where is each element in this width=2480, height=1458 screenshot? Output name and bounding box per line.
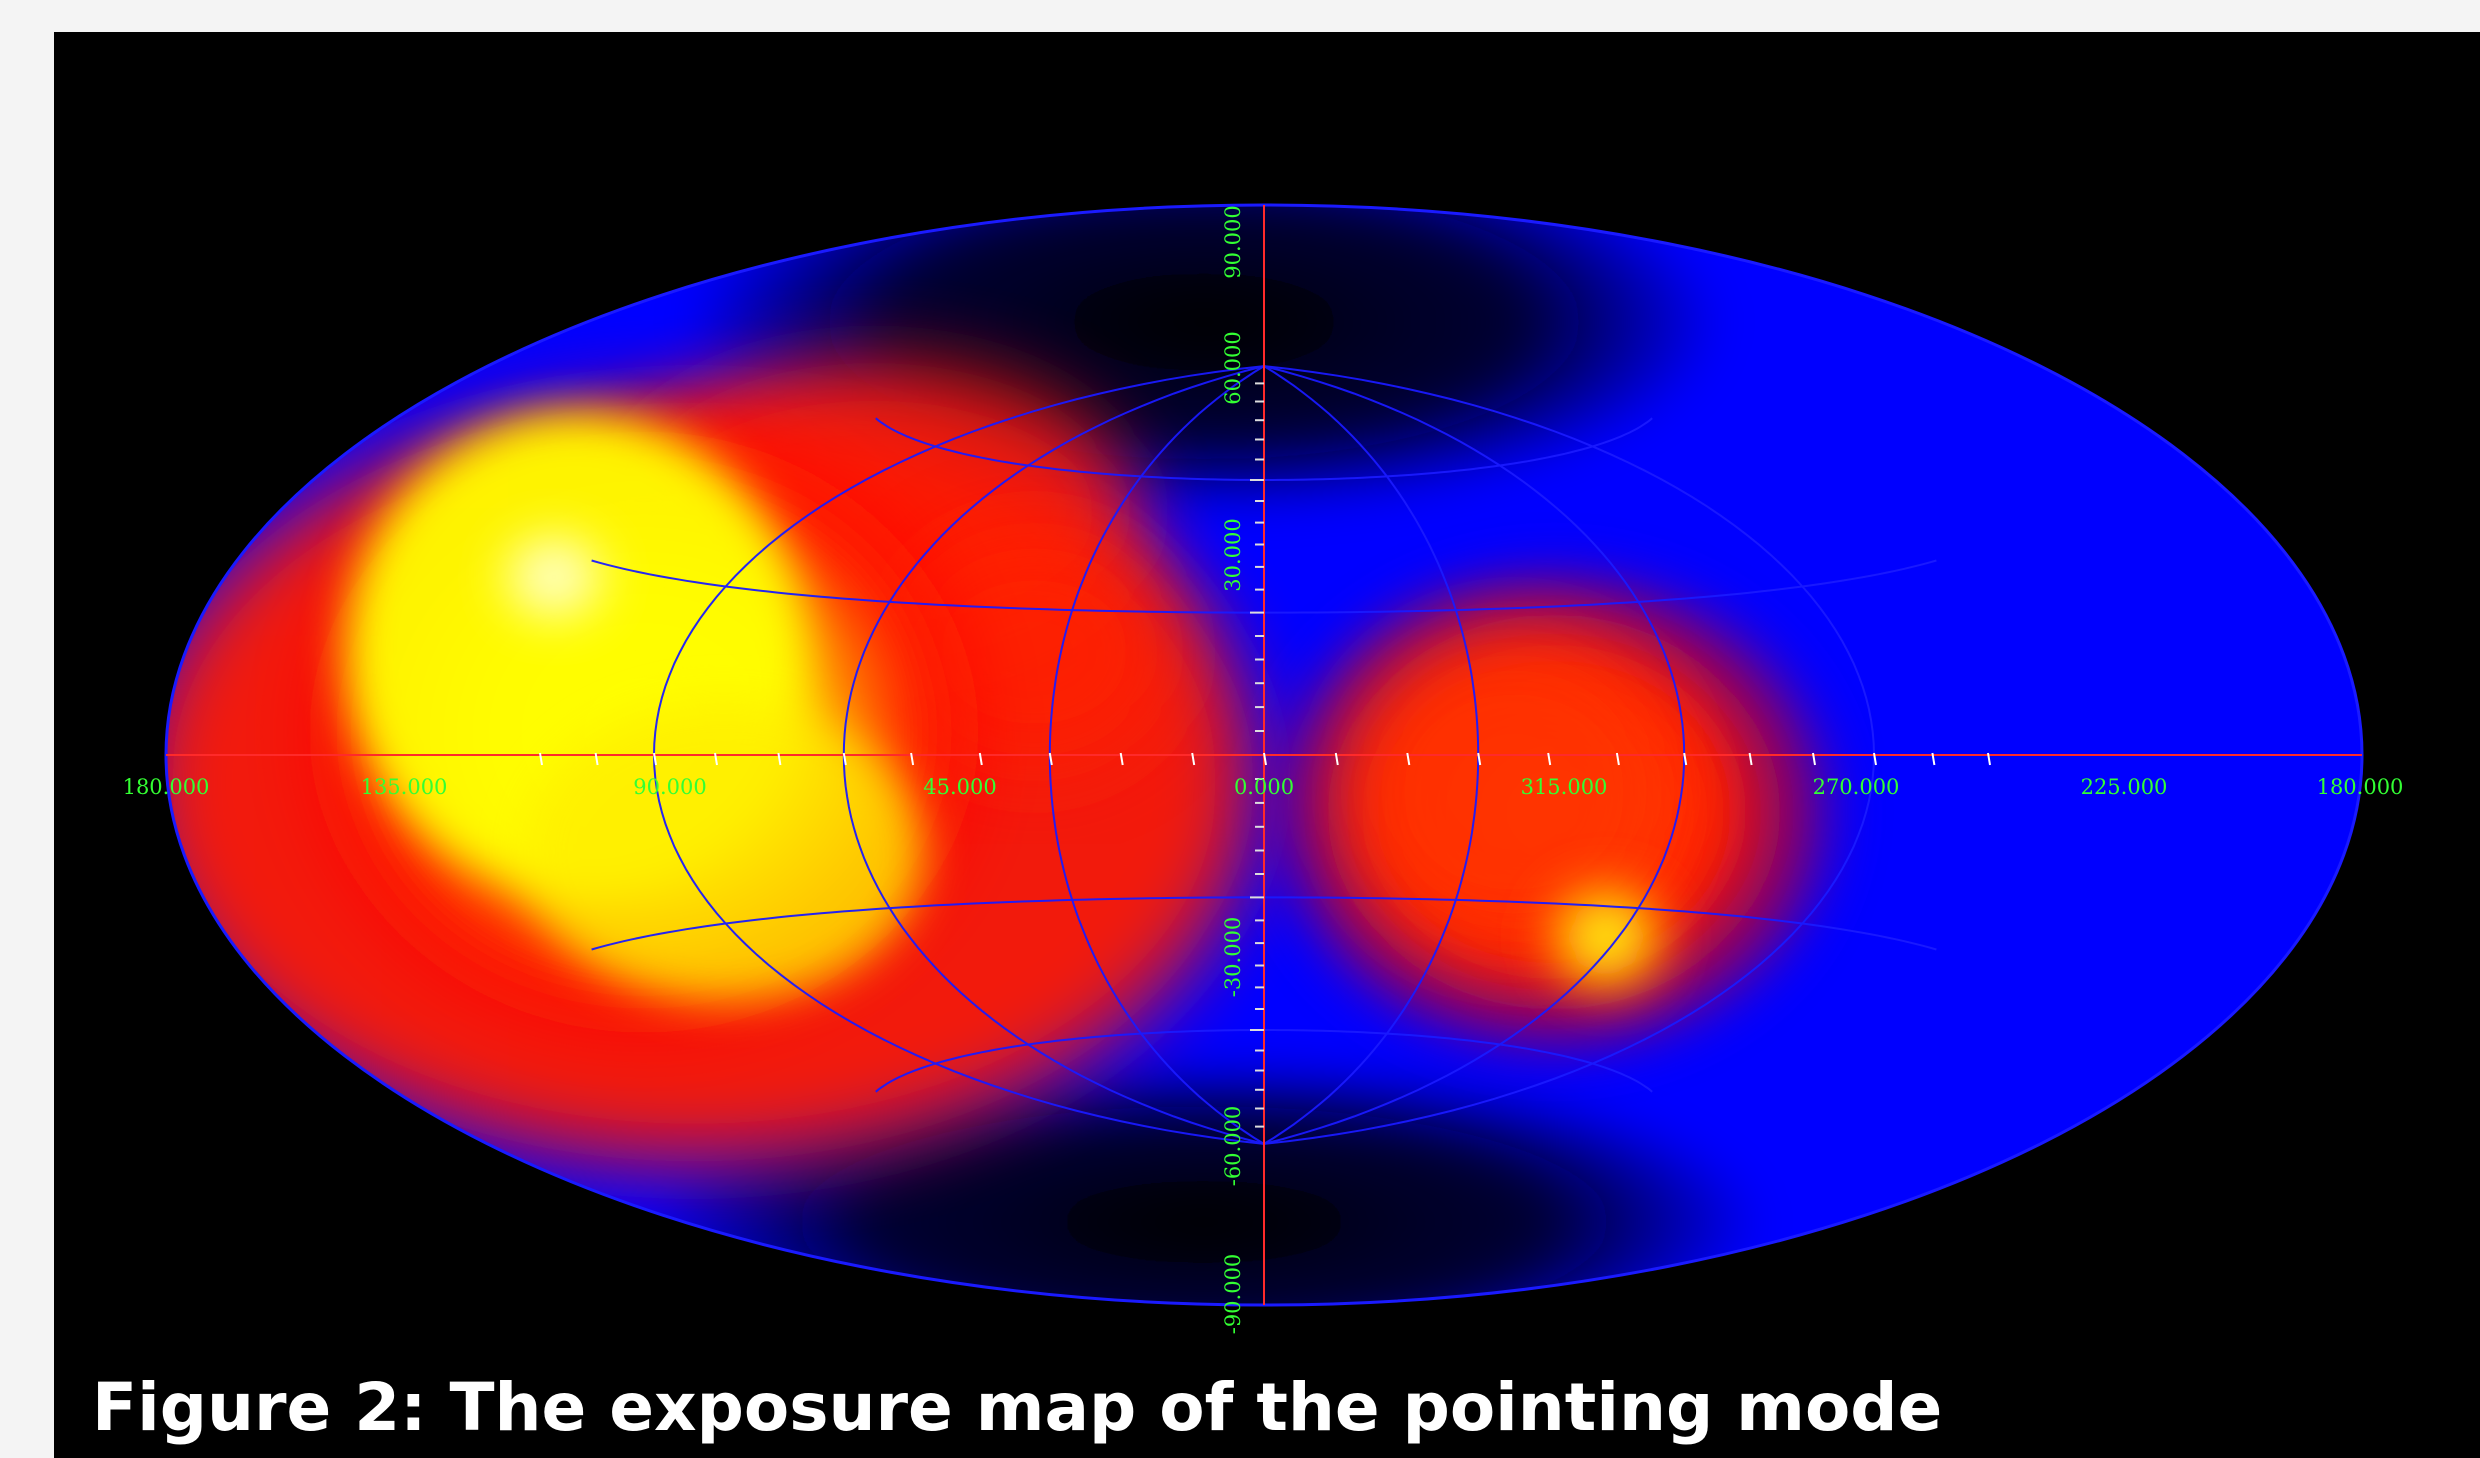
lon-label-45: 45.000 <box>923 775 996 799</box>
lon-label-315: 315.000 <box>1521 775 1608 799</box>
longitude-tick <box>1873 752 1877 766</box>
longitude-tick <box>594 752 599 766</box>
exposure-heatmap <box>166 205 2362 1305</box>
longitude-tick <box>1987 752 1991 766</box>
longitude-tick <box>1748 752 1753 766</box>
lat-label-minus-30: -30.000 <box>1221 917 1245 998</box>
lat-label-minus-90: -90.000 <box>1221 1254 1245 1335</box>
latitude-ticks <box>1250 382 1264 1128</box>
longitude-tick <box>539 752 543 766</box>
figure-caption: Figure 2: The exposure map of the pointi… <box>92 1369 1943 1446</box>
longitude-tick <box>842 752 847 766</box>
longitude-tick <box>1263 752 1267 766</box>
lon-label-90: 90.000 <box>633 775 706 799</box>
longitude-tick <box>777 752 782 766</box>
longitude-tick <box>1547 752 1552 766</box>
lat-label-minus-60: -60.000 <box>1221 1106 1245 1187</box>
longitude-tick <box>714 752 718 766</box>
longitude-tick <box>1477 752 1482 766</box>
longitude-tick <box>1191 752 1196 766</box>
lat-label-90: 90.000 <box>1221 205 1245 278</box>
latitude-tick-labels: 90.000 60.000 30.000 -30.000 -60.000 -90… <box>1221 205 1245 1334</box>
longitude-tick <box>653 752 657 766</box>
exposure-map-panel: 180.000 135.000 90.000 45.000 0.000 315.… <box>54 32 2480 1458</box>
longitude-ticks <box>539 752 1991 766</box>
longitude-tick <box>1683 752 1688 766</box>
lon-label-180-left: 180.000 <box>123 775 210 799</box>
longitude-tick <box>1615 752 1620 766</box>
longitude-tick <box>910 752 915 766</box>
lon-label-135: 135.000 <box>361 775 448 799</box>
longitude-tick-labels: 180.000 135.000 90.000 45.000 0.000 315.… <box>123 775 2404 799</box>
longitude-tick <box>1931 752 1936 766</box>
lon-label-180-right: 180.000 <box>2317 775 2404 799</box>
lat-label-60: 60.000 <box>1221 331 1245 404</box>
exposure-map-figure: 180.000 135.000 90.000 45.000 0.000 315.… <box>123 203 2404 1334</box>
longitude-tick <box>1334 752 1339 766</box>
lon-label-0: 0.000 <box>1234 775 1294 799</box>
longitude-tick <box>1812 752 1816 766</box>
longitude-tick <box>1119 752 1124 766</box>
lon-label-270: 270.000 <box>1813 775 1900 799</box>
longitude-tick <box>1048 752 1053 766</box>
lon-label-225: 225.000 <box>2081 775 2168 799</box>
lat-label-30: 30.000 <box>1221 518 1245 591</box>
longitude-tick <box>978 752 983 766</box>
longitude-tick <box>1406 752 1411 766</box>
